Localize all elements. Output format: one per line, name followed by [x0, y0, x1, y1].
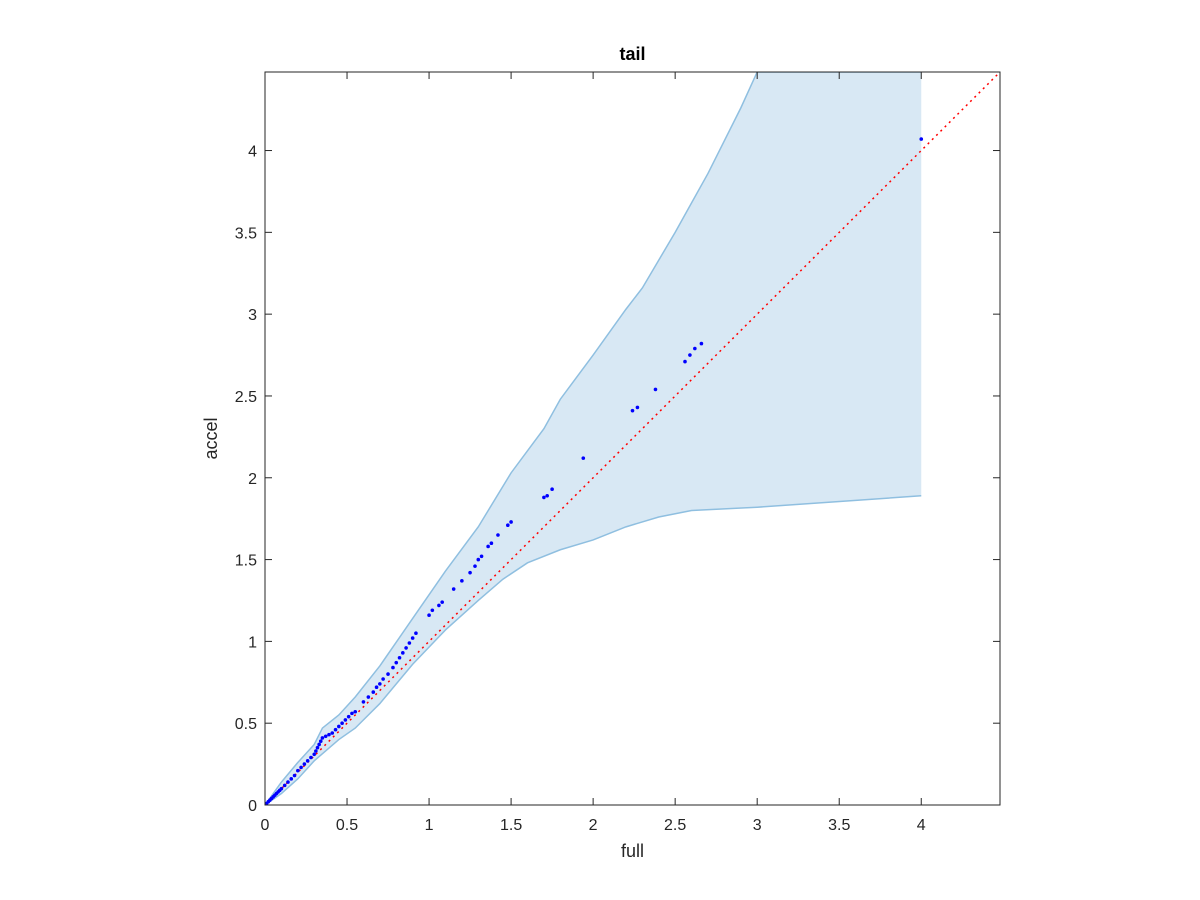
chart-title: tail: [619, 44, 645, 64]
confidence-band: [265, 72, 922, 805]
data-point: [542, 495, 546, 500]
y-tick-label: 1: [248, 634, 257, 651]
data-point: [343, 718, 348, 722]
data-point: [361, 700, 366, 704]
data-point: [473, 564, 477, 568]
data-point: [460, 579, 464, 583]
data-point: [302, 762, 307, 766]
data-point: [688, 353, 692, 357]
y-tick-label: 4: [248, 144, 257, 161]
data-point: [346, 714, 351, 719]
data-point: [374, 685, 379, 689]
data-point: [330, 731, 335, 735]
y-tick-label: 1.5: [235, 553, 257, 570]
data-point: [318, 739, 323, 743]
data-point: [371, 690, 376, 694]
data-point: [489, 541, 494, 546]
data-point: [407, 641, 412, 645]
data-point: [366, 695, 371, 699]
data-point: [394, 660, 399, 665]
band-lower-edge: [265, 495, 922, 805]
data-point: [653, 387, 658, 392]
data-point: [699, 341, 704, 346]
axes-box: [264, 71, 1001, 806]
data-point: [509, 520, 513, 524]
plot-area: [265, 72, 1000, 805]
data-point: [479, 554, 484, 559]
data-point: [550, 487, 554, 492]
x-tick-label: 0: [261, 817, 270, 834]
y-tick-label: 0.5: [235, 716, 257, 733]
band-upper-edge: [265, 72, 922, 805]
data-point: [496, 533, 500, 537]
data-point: [693, 346, 697, 351]
data-point: [327, 732, 331, 737]
y-tick-label: 2.5: [235, 389, 257, 406]
x-tick-label: 4: [917, 817, 926, 834]
data-point: [312, 752, 317, 757]
y-tick-label: 2: [248, 471, 257, 488]
data-point: [391, 665, 395, 670]
data-point: [430, 608, 435, 613]
data-point: [337, 724, 341, 729]
data-point: [378, 682, 382, 686]
axis-ticks: 0 0.5 1 1.5 2 2.5 3 3.5 4 0 0.5 1 1.5 2 2.5 3 3.5 4: [235, 72, 1000, 834]
x-tick-label: 2.5: [664, 817, 686, 834]
data-point: [353, 709, 358, 714]
data-point: [350, 711, 354, 716]
data-point: [397, 655, 402, 660]
data-point: [309, 755, 313, 760]
plot-clipped-group: [265, 72, 1000, 805]
data-point: [317, 742, 321, 747]
data-point: [282, 783, 287, 788]
data-point: [381, 677, 385, 681]
data-point: [305, 759, 310, 763]
data-point: [292, 773, 297, 778]
x-tick-label: 1.5: [500, 817, 522, 834]
data-point: [386, 672, 390, 676]
y-tick-label: 3.5: [235, 225, 257, 242]
data-point: [683, 359, 687, 364]
data-point: [296, 768, 300, 773]
data-point: [506, 523, 510, 528]
data-point: [286, 780, 290, 784]
y-axis-label: accel: [201, 417, 221, 459]
x-tick-label: 0.5: [336, 817, 358, 834]
data-point: [440, 600, 444, 604]
data-point: [919, 137, 924, 141]
reference-line: [265, 72, 1000, 805]
data-point: [468, 570, 472, 575]
data-point: [299, 765, 303, 770]
data-point: [320, 736, 325, 740]
data-point: [333, 727, 338, 732]
data-point: [314, 749, 318, 753]
data-point: [401, 651, 405, 655]
data-point: [486, 544, 490, 549]
data-point: [437, 603, 441, 608]
y-tick-label: 0: [248, 798, 257, 815]
y-tick-label: 3: [248, 307, 257, 324]
x-axis-label: full: [621, 841, 644, 861]
data-point: [545, 493, 549, 498]
data-point: [323, 734, 328, 739]
data-point: [315, 745, 320, 750]
x-tick-label: 1: [425, 817, 434, 834]
x-tick-label: 2: [589, 817, 598, 834]
x-tick-label: 3.5: [828, 817, 850, 834]
data-point: [635, 405, 640, 410]
data-point: [630, 408, 635, 413]
data-point: [476, 557, 481, 562]
data-point: [340, 721, 344, 725]
data-point: [427, 613, 431, 618]
data-point: [404, 646, 408, 650]
data-point: [289, 777, 294, 781]
data-point: [279, 786, 284, 791]
data-point: [410, 636, 415, 640]
data-point: [581, 456, 586, 460]
x-tick-label: 3: [753, 817, 762, 834]
data-point: [451, 587, 456, 591]
data-point: [414, 631, 418, 636]
